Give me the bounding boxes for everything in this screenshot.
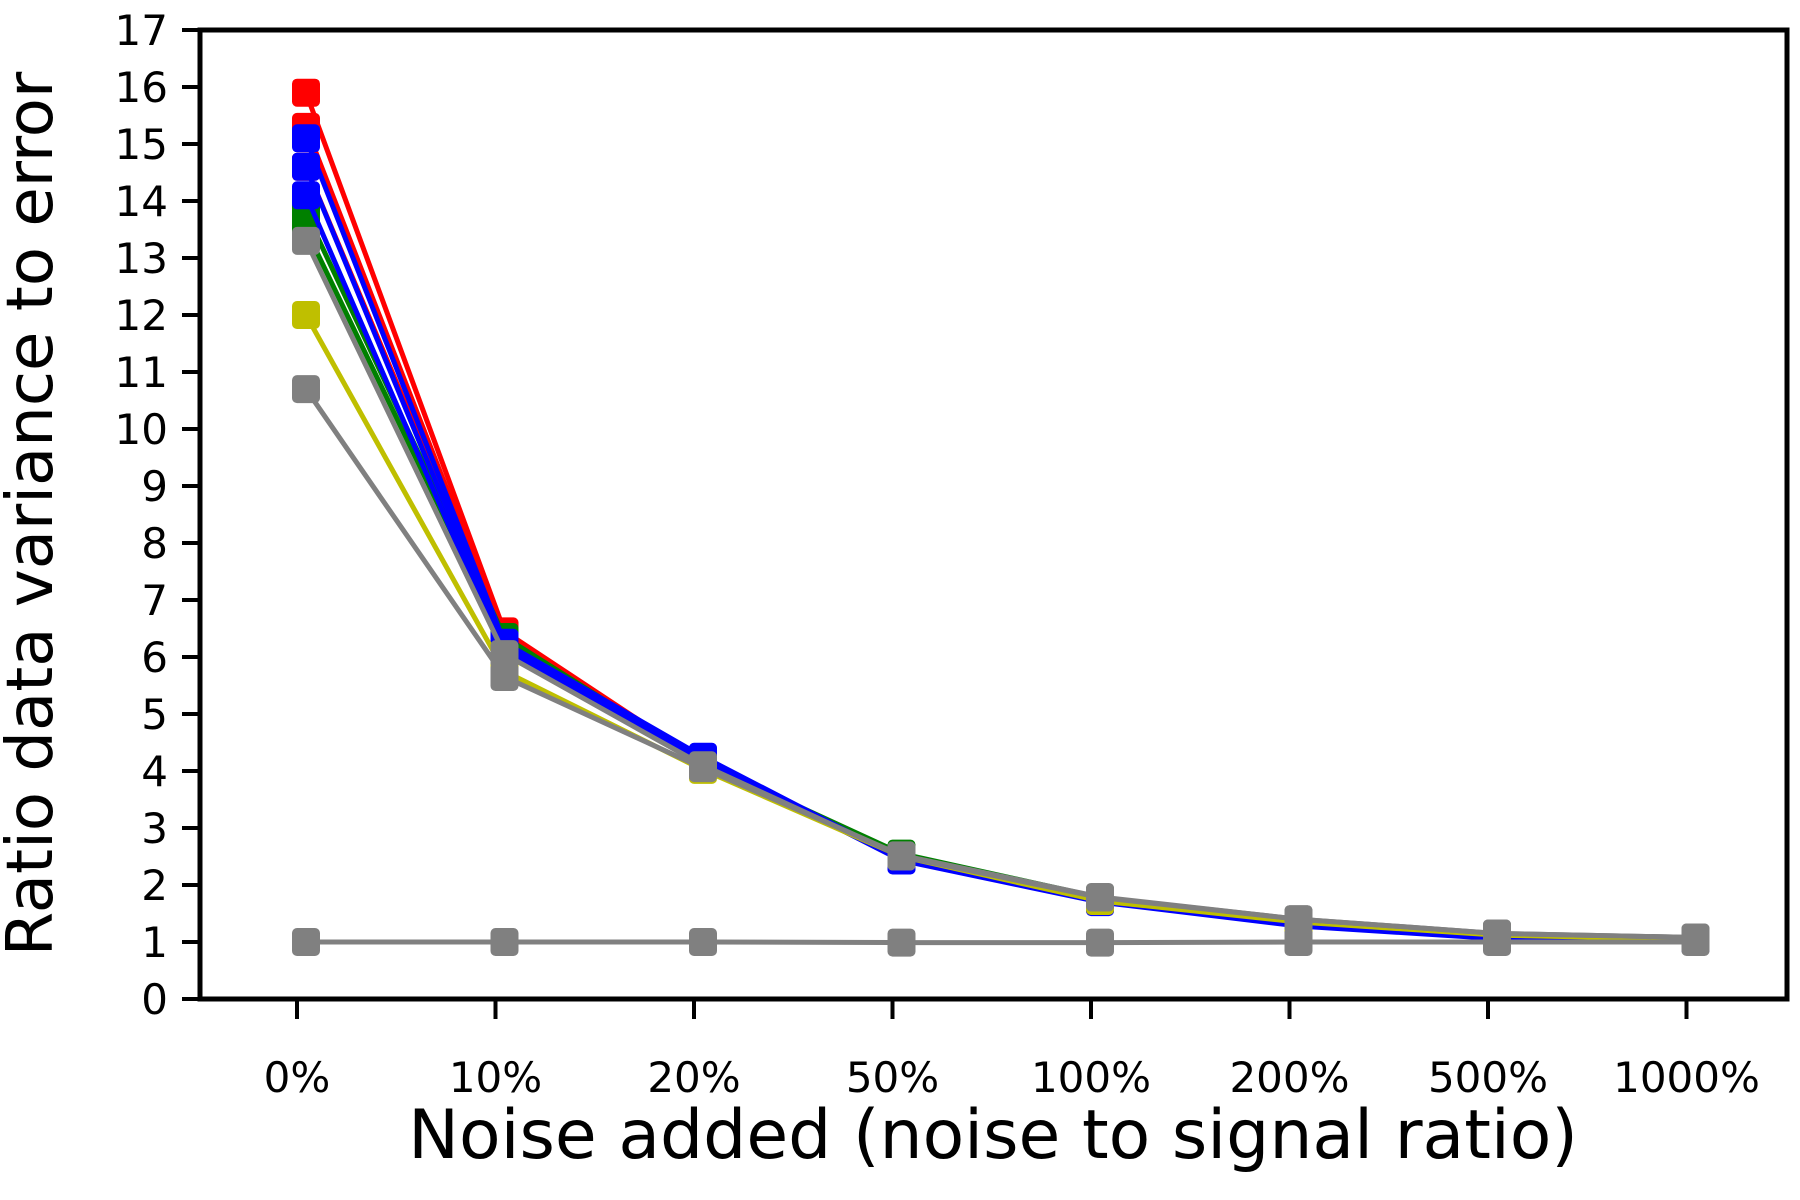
series-4 bbox=[292, 198, 1710, 953]
data-point-marker bbox=[689, 754, 717, 783]
y-tick-label: 1 bbox=[141, 918, 168, 967]
y-tick-label: 4 bbox=[141, 747, 168, 796]
series-line bbox=[303, 91, 1696, 942]
series-line bbox=[303, 194, 1696, 944]
x-tick-label: 200% bbox=[1229, 1053, 1349, 1102]
data-point-marker bbox=[292, 928, 320, 956]
data-point-marker bbox=[490, 928, 519, 956]
data-point-marker bbox=[292, 226, 320, 255]
y-tick-label: 16 bbox=[115, 63, 168, 112]
x-tick-label: 0% bbox=[264, 1053, 331, 1102]
data-point-marker bbox=[1086, 882, 1114, 911]
data-point-marker bbox=[887, 841, 916, 870]
x-tick-label: 1000% bbox=[1613, 1053, 1760, 1102]
data-point-marker bbox=[292, 78, 320, 107]
data-point-marker bbox=[292, 152, 320, 181]
series-11 bbox=[292, 375, 1710, 952]
plot-frame bbox=[197, 27, 1790, 1002]
data-point-marker bbox=[292, 375, 320, 404]
data-point-marker bbox=[689, 928, 717, 956]
series-6 bbox=[292, 124, 1710, 955]
x-tick-label: 50% bbox=[846, 1053, 939, 1102]
y-tick-label: 8 bbox=[141, 519, 168, 568]
y-tick-label: 12 bbox=[115, 291, 168, 340]
series-8 bbox=[292, 181, 1710, 955]
y-tick-label: 5 bbox=[141, 690, 168, 739]
series-5 bbox=[292, 215, 1710, 954]
y-tick-label: 0 bbox=[141, 975, 168, 1024]
x-axis-ticks: 0% 10% 20% 50% 100% 200% 500% 1000% bbox=[264, 999, 1760, 1102]
series-line bbox=[303, 165, 1696, 943]
y-tick-label: 2 bbox=[141, 861, 168, 910]
data-point-marker bbox=[1284, 928, 1313, 956]
x-axis-label: Noise added (noise to signal ratio) bbox=[408, 1096, 1578, 1175]
series-12 bbox=[292, 928, 1710, 957]
series-10 bbox=[292, 226, 1710, 952]
series-7 bbox=[292, 152, 1710, 955]
series-3 bbox=[292, 152, 1710, 955]
series-line bbox=[303, 387, 1696, 940]
data-point-marker bbox=[1483, 928, 1511, 956]
y-tick-label: 11 bbox=[115, 348, 168, 397]
series-line bbox=[303, 137, 1696, 943]
series-line bbox=[303, 125, 1696, 943]
data-point-marker bbox=[292, 124, 320, 153]
data-point-marker bbox=[292, 301, 320, 329]
series-line bbox=[303, 211, 1696, 942]
y-tick-label: 9 bbox=[141, 462, 168, 511]
data-point-marker bbox=[490, 662, 519, 691]
x-tick-label: 10% bbox=[449, 1053, 542, 1102]
data-point-marker bbox=[292, 181, 320, 210]
x-tick-label: 500% bbox=[1428, 1053, 1548, 1102]
y-tick-label: 14 bbox=[115, 177, 168, 226]
series-1 bbox=[292, 78, 1710, 954]
data-point-marker bbox=[1086, 928, 1114, 957]
y-tick-label: 10 bbox=[115, 405, 168, 454]
series-line bbox=[303, 165, 1696, 944]
y-tick-label: 17 bbox=[115, 6, 168, 55]
series-2 bbox=[292, 112, 1710, 954]
y-axis-label: Ratio data variance to error bbox=[0, 71, 68, 956]
series-line bbox=[303, 228, 1696, 942]
series-group bbox=[292, 78, 1710, 957]
y-tick-label: 3 bbox=[141, 804, 168, 853]
y-tick-label: 7 bbox=[141, 576, 168, 625]
series-line bbox=[306, 939, 1696, 946]
y-tick-label: 15 bbox=[115, 120, 168, 169]
series-line bbox=[303, 239, 1696, 940]
y-tick-label: 13 bbox=[115, 234, 168, 283]
x-tick-label: 20% bbox=[647, 1053, 740, 1102]
data-point-marker bbox=[887, 928, 916, 957]
x-tick-label: 100% bbox=[1031, 1053, 1151, 1102]
y-tick-label: 6 bbox=[141, 633, 168, 682]
data-point-marker bbox=[1681, 928, 1710, 956]
